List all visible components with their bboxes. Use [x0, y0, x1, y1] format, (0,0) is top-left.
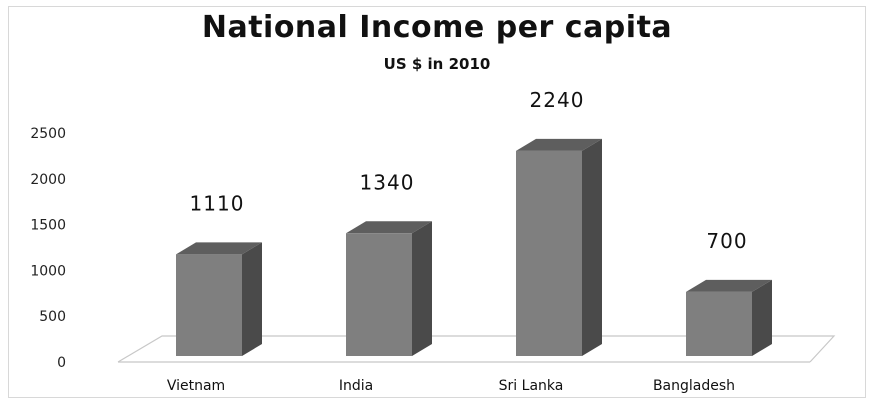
x-tick-label: India [339, 378, 373, 394]
data-label: 700 [706, 229, 747, 253]
y-tick-label: 1000 [30, 263, 66, 279]
y-tick-label: 2500 [30, 126, 66, 142]
data-label: 1110 [190, 191, 245, 215]
bar-side [412, 221, 432, 356]
x-tick-label: Sri Lanka [499, 378, 564, 394]
bar-top [686, 279, 772, 292]
y-tick-label: 2000 [30, 172, 66, 188]
chart-floor [117, 335, 836, 363]
chart-subtitle: US $ in 2010 [383, 55, 491, 73]
data-label: 1340 [360, 170, 415, 194]
x-tick-label: Vietnam [167, 378, 225, 394]
data-label: 2240 [530, 88, 585, 112]
bar [516, 150, 582, 356]
bar-side [242, 242, 262, 356]
y-tick-label: 1500 [30, 218, 66, 234]
bar-top [176, 242, 262, 255]
bar [176, 254, 242, 356]
y-tick-label: 500 [39, 309, 66, 325]
bar-side [582, 138, 602, 356]
bar-top [516, 138, 602, 151]
bar-side [752, 279, 772, 356]
chart-title: National Income per capita [201, 10, 673, 45]
x-tick-label: Bangladesh [653, 378, 735, 394]
bar [686, 291, 752, 356]
bar [346, 233, 412, 356]
y-tick-label: 0 [57, 355, 66, 371]
bar-top [346, 221, 432, 234]
